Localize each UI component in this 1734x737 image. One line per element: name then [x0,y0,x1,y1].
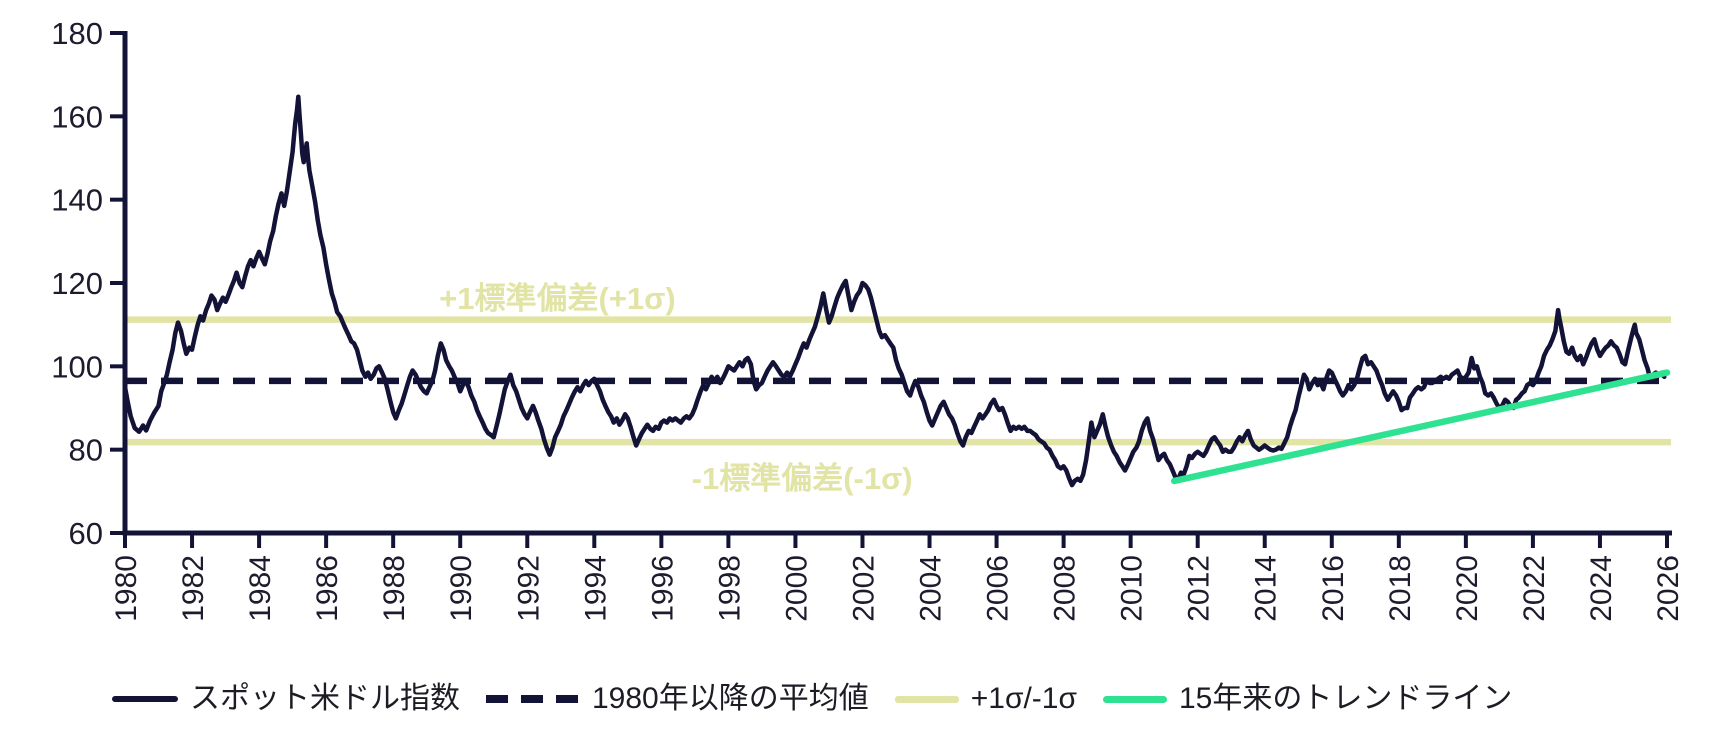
legend-item-mean-since-1980: 1980年以降の平均値 [486,684,869,714]
legend-green-line-swatch [1103,695,1167,703]
x-axis-tick-label: 2002 [847,555,880,622]
x-axis-tick-label: 2022 [1518,555,1551,622]
chart-legend: スポット米ドル指数 1980年以降の平均値 +1σ/-1σ 15年来のトレンドラ… [112,676,1512,722]
x-axis-tick-label: 1984 [244,555,277,622]
spot-dollar-index-line [122,94,1667,488]
x-axis-tick-label: 1982 [177,555,210,622]
x-axis-tick-label: 1992 [512,555,545,622]
trend-line [1170,369,1671,485]
x-axis-tick-label: 2024 [1585,555,1618,622]
x-axis-tick-label: 2026 [1652,555,1685,622]
x-axis-tick-label: 2014 [1250,555,1283,622]
legend-label-mean-since-1980: 1980年以降の平均値 [592,682,869,715]
y-axis-tick-label: 160 [51,99,103,134]
x-axis-tick-label: 1998 [713,555,746,622]
x-axis-tick-label: 1986 [311,555,344,622]
minus-one-sd-annotation: -1標準偏差(-1σ) [692,461,913,496]
x-axis-tick-label: 2000 [780,555,813,622]
legend-dashed-navy-line-swatch [486,695,580,703]
y-axis-tick-label: 120 [51,266,103,301]
legend-item-spot-dollar-index: スポット米ドル指数 [112,684,460,714]
x-axis-tick-label: 2004 [915,555,948,622]
y-axis-tick-label: 140 [51,183,103,218]
x-axis-tick-label: 1988 [378,555,411,622]
x-axis-tick-label: 2020 [1451,555,1484,622]
legend-label-sigma-bands: +1σ/-1σ [970,682,1077,715]
legend-label-spot-dollar-index: スポット米ドル指数 [190,682,460,715]
x-axis-tick-label: 2006 [982,555,1015,622]
x-axis-tick-label: 2012 [1183,555,1216,622]
x-axis-tick-label: 1996 [646,555,679,622]
x-axis-tick-label: 2010 [1116,555,1149,622]
x-axis-tick-label: 1994 [579,555,612,622]
x-axis-tick-label: 2008 [1049,555,1082,622]
x-axis-tick-label: 2018 [1384,555,1417,622]
legend-khaki-line-swatch [894,695,959,703]
x-axis-tick-label: 2016 [1317,555,1350,622]
x-axis-tick-label: 1980 [110,555,143,622]
legend-label-15y-trendline: 15年来のトレンドライン [1179,682,1513,715]
y-axis-tick-label: 60 [69,516,103,551]
legend-solid-navy-line-swatch [112,696,178,702]
plus-one-sd-annotation: +1標準偏差(+1σ) [439,281,676,316]
y-axis-tick-label: 80 [69,433,103,468]
y-axis-tick-label: 180 [51,16,103,51]
legend-item-15y-trendline: 15年来のトレンドライン [1103,684,1512,714]
dollar-index-chart: 60 80 100 120 140 160 180 1980 1982 1984 1986 1988 1… [51,16,1685,622]
legend-item-sigma-bands: +1σ/-1σ [894,682,1077,715]
x-axis-tick-label: 1990 [445,555,478,622]
y-axis-tick-label: 100 [51,349,103,384]
